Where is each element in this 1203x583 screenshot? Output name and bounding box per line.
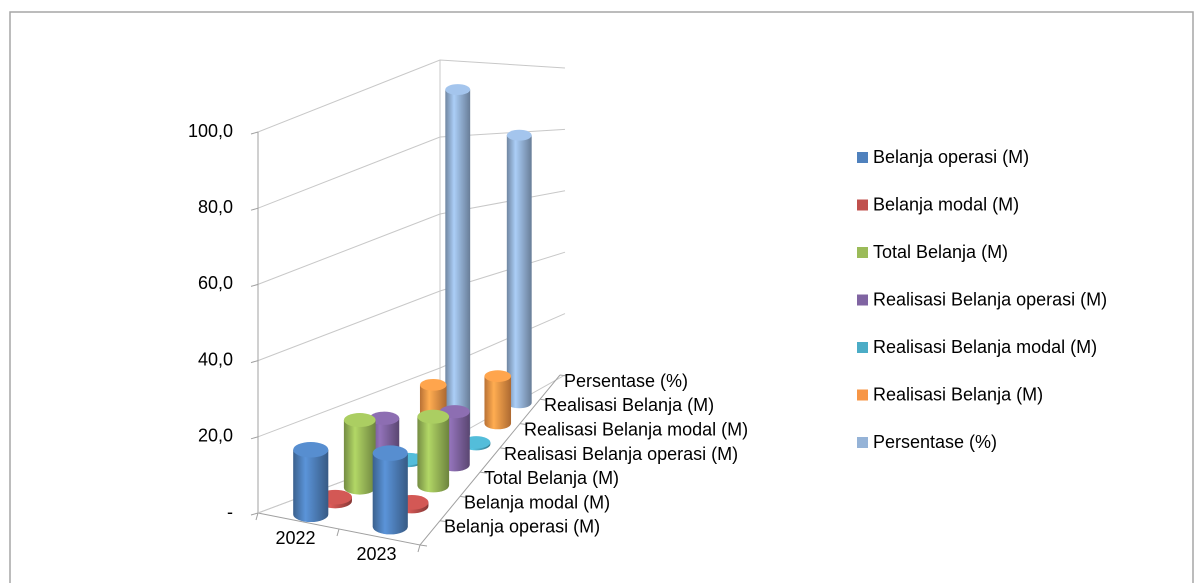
x-tick-mark — [255, 512, 259, 521]
cylinder-top — [343, 413, 376, 428]
cylinder-body — [484, 376, 512, 430]
cylinder — [417, 409, 450, 493]
depth-label: Persentase (%) — [564, 371, 688, 391]
cylinder-top — [293, 442, 329, 458]
depth-label: Realisasi Belanja operasi (M) — [504, 444, 738, 464]
cylinder — [293, 442, 329, 523]
cylinder-top — [417, 409, 450, 424]
depth-tick-mark — [479, 471, 488, 474]
depth-tick-mark — [539, 398, 548, 401]
y-tick-mark — [250, 360, 259, 364]
x-tick-label: 2023 — [356, 544, 396, 564]
depth-label: Total Belanja (M) — [484, 468, 619, 488]
cylinder-body — [343, 420, 376, 495]
cylinder — [506, 129, 532, 409]
depth-label: Belanja operasi (M) — [444, 517, 600, 537]
legend-swatch — [857, 437, 868, 448]
depth-label: Realisasi Belanja (M) — [544, 395, 714, 415]
legend-swatch — [857, 152, 868, 163]
y-tick-label: 80,0 — [198, 197, 233, 217]
y-tick-label: 40,0 — [198, 349, 233, 369]
depth-label: Realisasi Belanja modal (M) — [524, 419, 748, 439]
depth-tick-mark — [499, 447, 508, 450]
cylinder-top — [506, 129, 532, 141]
legend-label: Persentase (%) — [873, 432, 997, 452]
cylinder-top — [372, 445, 408, 461]
x-tick-label: 2022 — [275, 528, 315, 548]
depth-tick-mark — [459, 495, 468, 498]
x-tick-mark — [417, 544, 421, 553]
cylinder-top — [369, 411, 400, 425]
legend-label: Total Belanja (M) — [873, 242, 1008, 262]
y-tick-mark — [250, 131, 259, 135]
legend-swatch — [857, 247, 868, 258]
grid-line — [257, 59, 566, 133]
depth-tick-mark — [559, 374, 568, 377]
cylinder-body — [372, 453, 408, 535]
cylinder — [445, 84, 471, 440]
y-tick-label: 20,0 — [198, 426, 233, 446]
depth-tick-mark — [419, 544, 428, 547]
chart-border — [9, 11, 1194, 583]
y-tick-label: 100,0 — [188, 121, 233, 141]
depth-tick-mark — [519, 423, 528, 426]
cylinder — [484, 370, 512, 430]
cylinder-body — [417, 416, 450, 493]
legend-swatch — [857, 199, 868, 211]
y-tick-label: 60,0 — [198, 273, 233, 293]
y-tick-mark — [250, 436, 259, 440]
x-tick-mark — [336, 528, 340, 537]
legend-label: Realisasi Belanja (M) — [873, 384, 1043, 404]
y-tick-mark — [250, 207, 259, 211]
y-tick-label: - — [227, 502, 233, 522]
depth-label: Belanja modal (M) — [464, 492, 610, 512]
legend-label: Realisasi Belanja operasi (M) — [873, 289, 1107, 309]
cylinder-top — [419, 378, 447, 391]
legend-swatch — [857, 342, 868, 353]
legend-label: Belanja operasi (M) — [873, 147, 1029, 167]
y-tick-mark — [250, 512, 259, 516]
cylinder — [343, 413, 376, 495]
y-tick-mark — [250, 283, 259, 287]
cylinder-top — [445, 84, 471, 96]
cylinder-top — [484, 370, 512, 382]
depth-tick-mark — [439, 520, 448, 523]
cylinder-body — [506, 135, 532, 409]
legend-label: Belanja modal (M) — [873, 194, 1019, 214]
cylinder-body — [293, 449, 329, 523]
cylinder — [372, 445, 408, 535]
legend-label: Realisasi Belanja modal (M) — [873, 337, 1097, 357]
legend-swatch — [857, 389, 868, 401]
cylinder-body — [445, 89, 471, 440]
legend-swatch — [857, 294, 868, 306]
